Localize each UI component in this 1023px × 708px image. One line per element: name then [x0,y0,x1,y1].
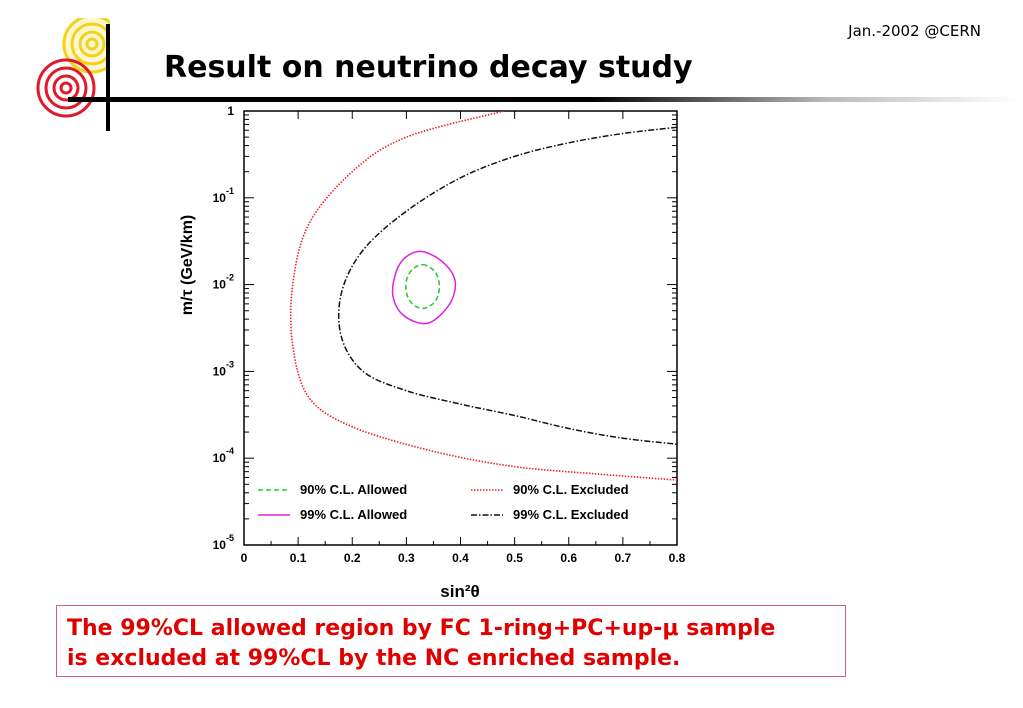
plot-frame [243,110,678,546]
x-tick-label: 0 [241,551,248,565]
series-line-3 [337,126,677,445]
y-axis-label: m/τ (GeV/km) [179,215,196,316]
y-tick-label: 10-4 [213,446,234,465]
neutrino-decay-chart: 0 0.1 0.2 0.3 0.4 0.5 0.6 0.7 0.8 10-5 10-4 10-3 10-… [179,104,686,600]
y-tick-label: 10-1 [213,186,234,205]
x-tick-label: 0.7 [615,551,632,565]
y-tick-label: 10-3 [213,359,234,378]
conclusion-note: The 99%CL allowed region by FC 1-ring+PC… [56,605,846,677]
x-tick-label: 0.1 [290,551,307,565]
x-tick-label: 0.6 [560,551,577,565]
x-axis-label: sin²θ [440,582,479,600]
legend-label: 99% C.L. Allowed [300,507,407,522]
y-tick-label: 10-5 [213,533,234,552]
x-tick-label: 0.5 [506,551,523,565]
series-line-0 [405,263,441,310]
legend-label: 99% C.L. Excluded [513,507,629,522]
y-tick-label-top: 1 [227,104,234,118]
series-line-1 [391,250,457,325]
title-underline [68,97,1018,102]
legend-label: 90% C.L. Allowed [300,482,407,497]
y-tick-label: 10-2 [213,273,234,292]
x-tick-label: 0.3 [398,551,415,565]
conclusion-line-2: is excluded at 99%CL by the NC enriched … [67,646,681,671]
series-line-2 [289,111,677,481]
header-vertical-divider [106,24,110,131]
x-tick-label: 0.8 [669,551,686,565]
legend-label: 90% C.L. Excluded [513,482,629,497]
x-tick-label: 0.4 [452,551,469,565]
date-label: Jan.-2002 @CERN [848,22,981,40]
conclusion-line-1: The 99%CL allowed region by FC 1-ring+PC… [67,616,776,641]
page-title: Result on neutrino decay study [164,50,693,85]
x-tick-label: 0.2 [344,551,361,565]
